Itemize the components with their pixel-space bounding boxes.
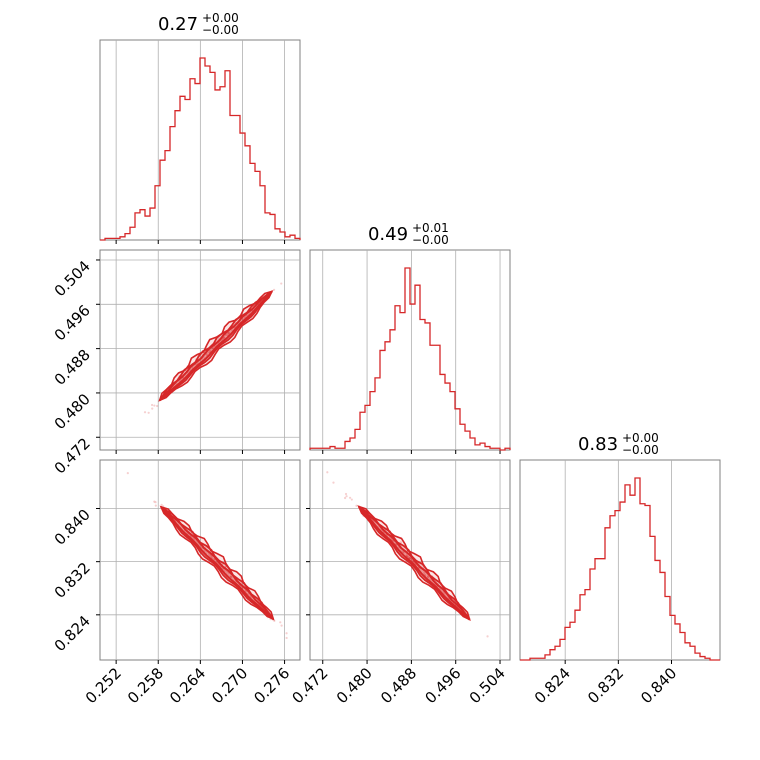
scatter-point xyxy=(486,635,489,638)
title-1: 0.49 +0.01−0.00 xyxy=(368,221,449,247)
x-tick-label: 0.264 xyxy=(166,664,209,707)
scatter-point xyxy=(427,576,430,579)
scatter-point xyxy=(154,504,157,507)
scatter-point xyxy=(407,555,410,559)
y-tick-label: 0.840 xyxy=(51,506,94,549)
contour-inner xyxy=(160,506,275,620)
scatter-point xyxy=(154,501,157,504)
scatter-point xyxy=(285,632,288,635)
x-tick-label: 0.488 xyxy=(377,664,420,707)
x-tick-label: 0.258 xyxy=(124,664,167,707)
scatter-point xyxy=(228,331,231,334)
title-upper: +0.01 xyxy=(412,221,449,235)
panel-2-0 xyxy=(96,459,301,664)
scatter-point xyxy=(399,541,402,544)
scatter-point xyxy=(143,411,147,414)
scatter-point xyxy=(426,575,429,579)
title-lower: −0.00 xyxy=(622,443,659,457)
contour-inner xyxy=(158,290,273,402)
scatter-point xyxy=(350,498,353,501)
scatter-point xyxy=(348,496,352,499)
scatter-point xyxy=(126,472,129,475)
y-tick-label: 0.488 xyxy=(51,346,94,389)
title-value: 0.27 xyxy=(158,14,198,35)
scatter-point xyxy=(160,503,163,506)
x-tick-label: 0.480 xyxy=(333,664,376,707)
histogram-0 xyxy=(100,57,301,241)
title-upper: +0.00 xyxy=(202,11,239,25)
title-upper: +0.00 xyxy=(622,431,659,445)
title-lower: −0.00 xyxy=(202,23,239,37)
scatter-point xyxy=(344,492,348,496)
scatter-point xyxy=(279,621,282,624)
title-2: 0.83 +0.00−0.00 xyxy=(578,431,659,457)
y-tick-label: 0.832 xyxy=(51,559,94,602)
scatter-point xyxy=(272,288,276,291)
x-tick-label: 0.496 xyxy=(421,664,464,707)
x-tick-label: 0.270 xyxy=(208,664,251,707)
scatter-point xyxy=(409,556,412,559)
scatter-point xyxy=(207,351,210,354)
scatter-point xyxy=(227,332,230,335)
scatter-point xyxy=(223,336,226,339)
contour-panel-1-0 xyxy=(143,282,283,414)
scatter-point xyxy=(285,636,288,640)
title-value: 0.49 xyxy=(368,224,408,245)
scatter-point xyxy=(208,554,211,557)
scatter-point xyxy=(332,481,335,484)
y-tick-label: 0.504 xyxy=(51,257,94,300)
scatter-point xyxy=(227,332,230,335)
scatter-point xyxy=(153,500,156,503)
x-tick-label: 0.840 xyxy=(637,664,680,707)
scatter-point xyxy=(147,411,150,414)
scatter-point xyxy=(280,282,283,285)
y-tick-label: 0.480 xyxy=(51,390,94,433)
y-tick-label: 0.472 xyxy=(51,434,94,477)
scatter-point xyxy=(227,331,230,334)
title-0: 0.27 +0.00−0.00 xyxy=(158,11,239,37)
x-tick-label: 0.252 xyxy=(82,664,125,707)
scatter-point xyxy=(213,558,216,561)
scatter-point xyxy=(222,337,225,340)
scatter-point xyxy=(229,575,233,579)
scatter-point xyxy=(229,575,232,578)
scatter-point xyxy=(355,504,358,507)
scatter-point xyxy=(280,624,283,627)
scatter-point xyxy=(326,471,329,474)
panel-frame xyxy=(519,459,721,661)
x-tick-label: 0.504 xyxy=(466,664,509,707)
scatter-point xyxy=(153,404,156,407)
title-value: 0.83 xyxy=(578,434,618,455)
x-tick-label: 0.832 xyxy=(584,664,627,707)
scatter-point xyxy=(150,403,154,407)
scatter-point xyxy=(423,571,426,575)
panel-2-2 xyxy=(519,459,721,664)
x-tick-label: 0.276 xyxy=(250,664,293,707)
scatter-point xyxy=(406,555,409,558)
title-lower: −0.00 xyxy=(412,233,449,247)
scatter-point xyxy=(210,555,213,558)
scatter-point xyxy=(408,557,411,560)
scatter-point xyxy=(244,315,247,319)
x-tick-label: 0.472 xyxy=(288,664,331,707)
contour-panel-2-1 xyxy=(326,471,489,638)
panel-1-0 xyxy=(96,249,301,454)
x-tick-label: 0.824 xyxy=(531,664,574,707)
y-tick-label: 0.824 xyxy=(51,612,94,655)
contour-panel-2-0 xyxy=(126,472,288,640)
y-tick-label: 0.496 xyxy=(51,301,94,344)
scatter-point xyxy=(273,619,276,622)
contour-inner xyxy=(357,505,471,621)
scatter-point xyxy=(230,576,233,579)
scatter-point xyxy=(345,495,348,498)
histogram-1 xyxy=(309,267,511,451)
scatter-point xyxy=(151,407,154,410)
scatter-point xyxy=(343,496,347,500)
scatter-point xyxy=(156,404,159,408)
histogram-2 xyxy=(520,477,720,661)
